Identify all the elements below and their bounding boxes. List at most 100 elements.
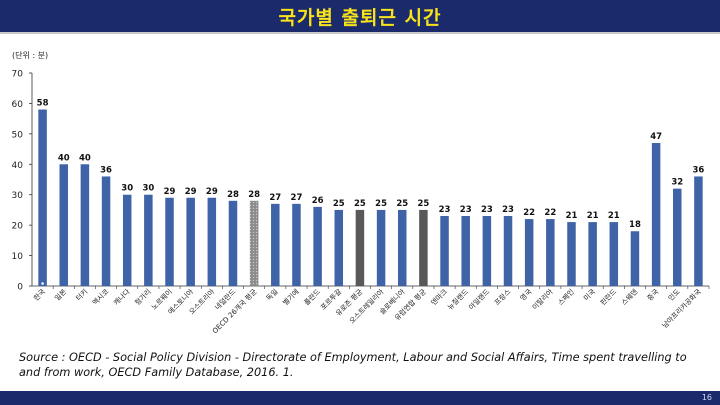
- data-label: 40: [79, 153, 91, 163]
- data-label: 29: [206, 187, 218, 197]
- bar: [165, 197, 174, 286]
- page-number: 16: [701, 393, 712, 402]
- data-label: 30: [121, 184, 133, 194]
- bar: [630, 231, 640, 286]
- x-tick-label: 벨기에: [281, 287, 301, 307]
- bar: [80, 164, 90, 286]
- data-label: 40: [58, 153, 70, 163]
- x-tick-label: 덴마크: [429, 287, 449, 307]
- y-tick-label: 70: [12, 70, 24, 80]
- bar: [249, 200, 259, 286]
- y-tick-label: 60: [12, 100, 24, 110]
- bar: [144, 194, 153, 286]
- x-tick-label: 핀란드: [598, 287, 618, 307]
- bar: [101, 176, 111, 286]
- data-label: 25: [375, 199, 387, 209]
- bar: [376, 209, 386, 286]
- data-label: 23: [481, 205, 493, 215]
- data-label: 25: [333, 199, 345, 209]
- bar-chart: 0 10 20 30 40 50 60 70 58 40 40 36 30 30 29 29 29 28 28 27…: [12, 70, 710, 335]
- bar: [567, 222, 576, 286]
- x-tick-label: 인도: [666, 287, 682, 303]
- title-bar: 국가별 출퇴근 시간: [0, 0, 720, 32]
- y-tick-label: 30: [12, 191, 24, 201]
- y-tick-label: 50: [12, 130, 24, 140]
- data-label: 21: [587, 211, 599, 221]
- bar: [397, 209, 407, 286]
- data-label: 23: [460, 205, 472, 215]
- x-tick-label: 독일: [264, 287, 279, 302]
- bar: [122, 194, 132, 286]
- data-label: 27: [291, 193, 303, 203]
- x-tick-label: 스웨덴: [619, 287, 639, 307]
- x-tick-label: 프랑스: [493, 287, 513, 307]
- data-label: 47: [650, 132, 662, 142]
- data-label: 29: [185, 187, 197, 197]
- bar: [271, 203, 280, 286]
- source-note: Source : OECD - Social Policy Division -…: [19, 351, 687, 379]
- bar: [419, 209, 428, 286]
- bar: [524, 219, 534, 286]
- data-label: 21: [608, 211, 620, 221]
- data-label: 21: [566, 211, 578, 221]
- bar: [186, 197, 195, 286]
- bar: [292, 203, 301, 286]
- bar: [461, 216, 470, 286]
- bar: [651, 142, 661, 286]
- data-label: 28: [248, 190, 260, 200]
- data-label: 26: [312, 196, 324, 206]
- bar: [228, 200, 238, 286]
- x-tick-label: 캐나다: [112, 287, 132, 307]
- unit-label: (단위 : 분): [12, 51, 49, 60]
- x-tick-label: 스페인: [556, 287, 576, 307]
- x-tick-label: 영국: [518, 287, 534, 303]
- x-tick-label: 남아프리카공화국: [660, 287, 703, 330]
- data-label: 58: [37, 99, 49, 109]
- data-label: 22: [544, 208, 556, 218]
- data-label: 27: [269, 193, 281, 203]
- data-label: 25: [396, 199, 408, 209]
- bar: [673, 188, 682, 286]
- x-tick-label: 뉴질랜드: [446, 287, 471, 312]
- data-label: 32: [671, 178, 683, 188]
- x-tick-label: 한국: [32, 287, 47, 302]
- bar: [588, 222, 597, 286]
- bar: [38, 109, 47, 286]
- data-label: 25: [354, 199, 366, 209]
- data-label: 36: [693, 165, 705, 175]
- y-tick-label: 10: [12, 252, 24, 262]
- bar: [355, 209, 365, 286]
- title-divider: [0, 32, 720, 34]
- x-tick-label: 아일랜드: [467, 287, 492, 312]
- x-tick-label: 폴란드: [303, 287, 323, 307]
- data-label: 22: [523, 208, 535, 218]
- bar: [313, 206, 322, 286]
- bar: [207, 197, 217, 286]
- x-tick-label: 터키: [74, 287, 89, 302]
- x-tick-label: 헝가리: [133, 287, 153, 307]
- y-tick-label: 20: [12, 222, 24, 232]
- bar: [503, 216, 513, 286]
- bar: [482, 216, 492, 286]
- data-label: 30: [142, 184, 154, 194]
- x-tick-label: 중국: [646, 287, 661, 302]
- data-label: 18: [629, 220, 641, 230]
- data-label: 23: [439, 205, 451, 215]
- x-tick-label: 미국: [582, 287, 598, 303]
- data-label: 25: [417, 199, 429, 209]
- y-tick-label: 0: [17, 283, 23, 293]
- bar: [694, 176, 703, 286]
- data-label: 28: [227, 190, 239, 200]
- x-tick-label: 멕시코: [90, 287, 110, 307]
- data-label: 29: [164, 187, 176, 197]
- bar-base-marker: [41, 282, 44, 285]
- footer-bar: 16: [0, 391, 720, 405]
- bar: [546, 219, 555, 286]
- x-tick-label: 일본: [53, 287, 69, 303]
- data-label: 36: [100, 165, 112, 175]
- bar: [440, 216, 449, 286]
- y-tick-label: 40: [12, 161, 24, 171]
- bar: [59, 164, 68, 286]
- slide-title: 국가별 출퇴근 시간: [278, 6, 442, 29]
- x-tick-label: 이탈리아: [530, 287, 555, 312]
